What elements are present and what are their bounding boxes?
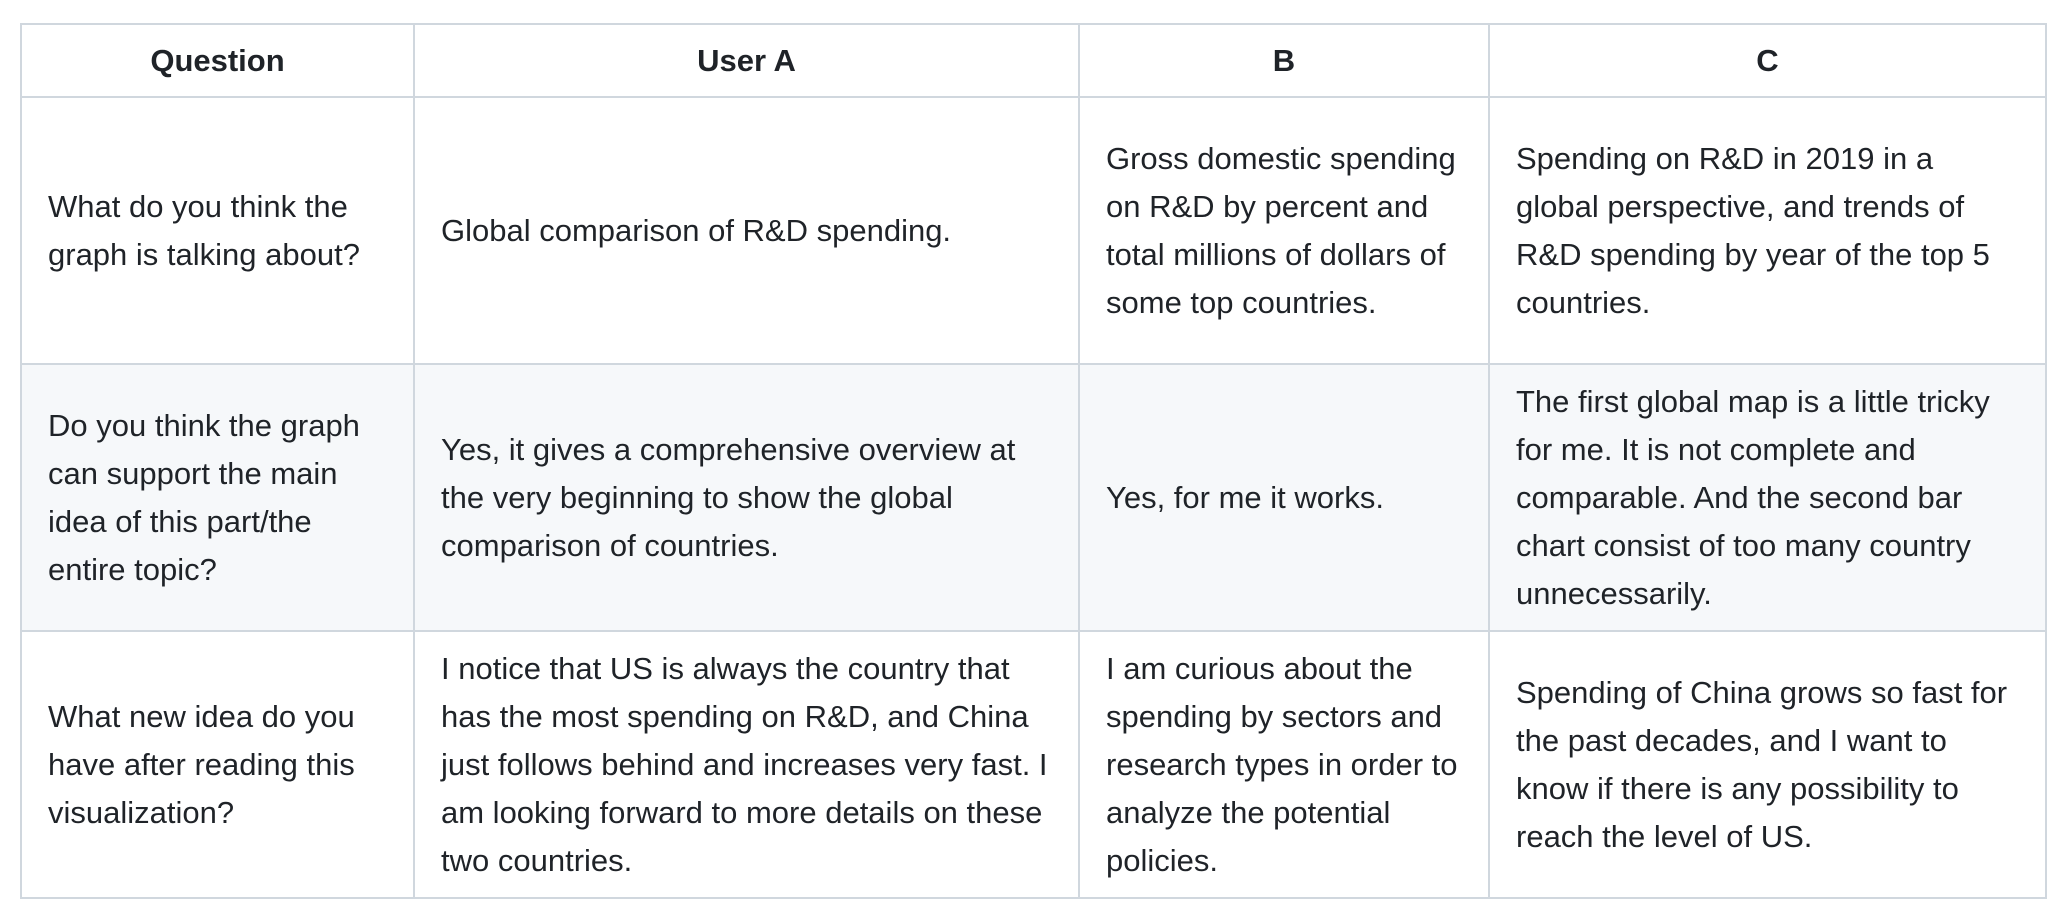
header-c: C xyxy=(1488,23,2047,98)
b-answer-cell: Gross domestic spending on R&D by percen… xyxy=(1078,96,1490,365)
header-b: B xyxy=(1078,23,1490,98)
user-a-answer-cell: Global comparison of R&D spending. xyxy=(413,96,1080,365)
question-cell: What new idea do you have after reading … xyxy=(20,630,415,899)
c-answer-cell: The first global map is a little tricky … xyxy=(1488,363,2047,632)
header-question: Question xyxy=(20,23,415,98)
c-answer-cell: Spending of China grows so fast for the … xyxy=(1488,630,2047,899)
survey-table: Question User A B C What do you think th… xyxy=(20,23,2047,899)
c-answer-cell: Spending on R&D in 2019 in a global pers… xyxy=(1488,96,2047,365)
question-cell: Do you think the graph can support the m… xyxy=(20,363,415,632)
table-row: Do you think the graph can support the m… xyxy=(20,363,2047,632)
b-answer-cell: Yes, for me it works. xyxy=(1078,363,1490,632)
user-a-answer-cell: I notice that US is always the country t… xyxy=(413,630,1080,899)
user-a-answer-cell: Yes, it gives a comprehensive overview a… xyxy=(413,363,1080,632)
table-header-row: Question User A B C xyxy=(20,23,2047,98)
b-answer-cell: I am curious about the spending by secto… xyxy=(1078,630,1490,899)
table-row: What new idea do you have after reading … xyxy=(20,630,2047,899)
table-row: What do you think the graph is talking a… xyxy=(20,96,2047,365)
header-user-a: User A xyxy=(413,23,1080,98)
question-cell: What do you think the graph is talking a… xyxy=(20,96,415,365)
survey-table-container: Question User A B C What do you think th… xyxy=(20,23,2047,899)
